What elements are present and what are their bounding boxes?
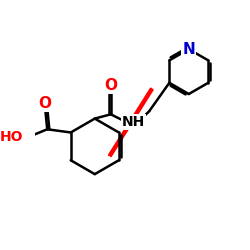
Text: N: N bbox=[182, 42, 195, 57]
Text: NH: NH bbox=[122, 115, 145, 129]
Text: HO: HO bbox=[0, 130, 23, 144]
Text: O: O bbox=[38, 96, 52, 111]
Text: O: O bbox=[104, 78, 117, 92]
